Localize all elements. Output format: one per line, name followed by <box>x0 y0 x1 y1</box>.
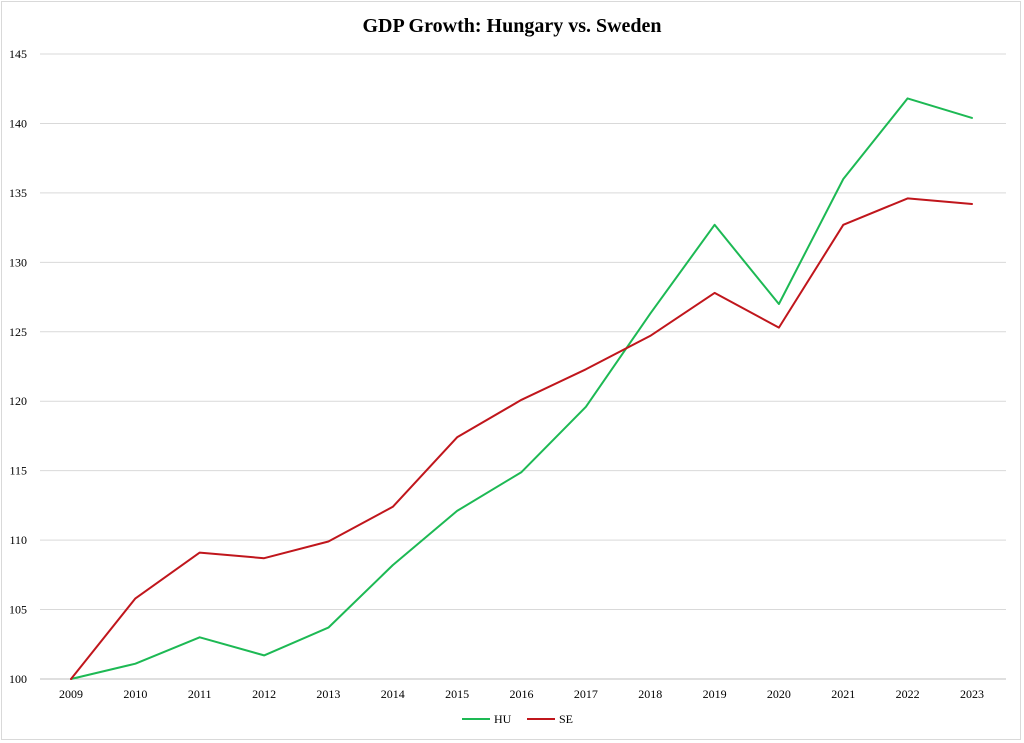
x-tick-label: 2011 <box>188 687 212 701</box>
x-tick-label: 2009 <box>59 687 83 701</box>
x-tick-label: 2020 <box>767 687 791 701</box>
y-tick-label: 145 <box>9 47 27 61</box>
x-tick-label: 2018 <box>638 687 662 701</box>
y-tick-label: 125 <box>9 325 27 339</box>
x-tick-label: 2022 <box>896 687 920 701</box>
x-tick-label: 2013 <box>316 687 340 701</box>
x-tick-label: 2017 <box>574 687 598 701</box>
series-line-hu <box>70 97 973 680</box>
y-tick-label: 120 <box>9 394 27 408</box>
x-tick-label: 2015 <box>445 687 469 701</box>
x-tick-label: 2023 <box>960 687 984 701</box>
y-axis-ticks: 100 105 110 115 120 125 130 135 140 145 <box>9 47 27 686</box>
x-axis-ticks: 2009 2010 2011 2012 2013 2014 2015 2016 2017 2018… <box>59 687 984 701</box>
legend-label-se: SE <box>559 712 573 726</box>
x-tick-label: 2019 <box>703 687 727 701</box>
gridlines <box>40 53 1006 680</box>
y-tick-label: 115 <box>9 464 27 478</box>
y-tick-label: 135 <box>9 186 27 200</box>
x-tick-label: 2014 <box>381 687 405 701</box>
y-tick-label: 130 <box>9 255 27 269</box>
y-tick-label: 100 <box>9 672 27 686</box>
x-tick-label: 2012 <box>252 687 276 701</box>
y-tick-label: 105 <box>9 603 27 617</box>
y-tick-label: 110 <box>9 533 27 547</box>
series-lines <box>70 97 973 680</box>
x-tick-label: 2010 <box>123 687 147 701</box>
series-line-se <box>70 197 973 680</box>
y-tick-label: 140 <box>9 116 27 130</box>
x-tick-label: 2016 <box>510 687 534 701</box>
x-tick-label: 2021 <box>831 687 855 701</box>
chart-title: GDP Growth: Hungary vs. Sweden <box>362 15 661 37</box>
legend: HU SE <box>462 712 573 726</box>
legend-label-hu: HU <box>494 712 512 726</box>
